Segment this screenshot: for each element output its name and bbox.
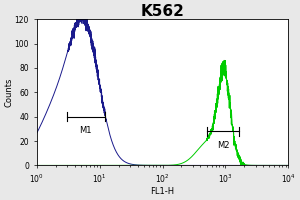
Text: M1: M1 (80, 126, 92, 135)
Y-axis label: Counts: Counts (4, 78, 13, 107)
X-axis label: FL1-H: FL1-H (151, 187, 175, 196)
Title: K562: K562 (141, 4, 184, 19)
Text: M2: M2 (217, 141, 229, 150)
